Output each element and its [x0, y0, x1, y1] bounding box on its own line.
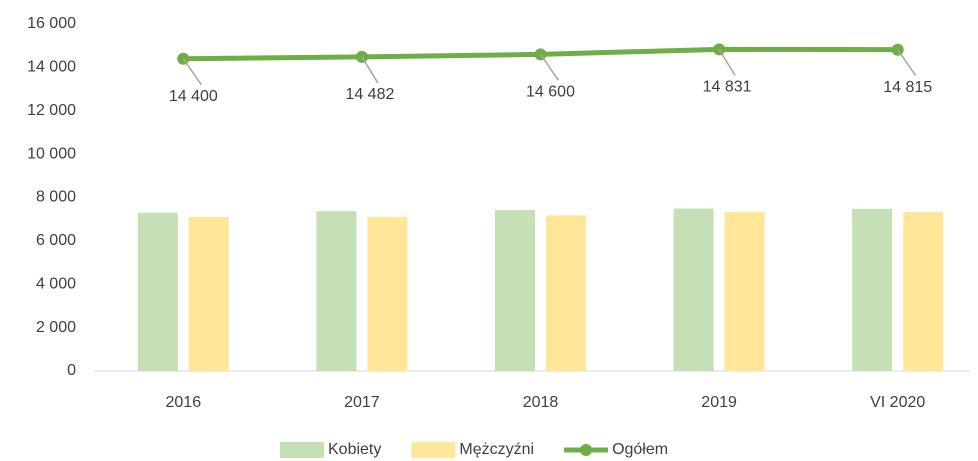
- y-tick-label: 2 000: [36, 319, 76, 336]
- y-tick-label: 16 000: [27, 15, 76, 32]
- bar: [137, 212, 178, 371]
- x-tick-label: 2018: [523, 394, 559, 411]
- legend-swatch: [411, 442, 456, 458]
- bar: [852, 208, 893, 371]
- y-tick-label: 4 000: [36, 275, 76, 292]
- legend-label: Ogółem: [612, 441, 668, 458]
- leader-line: [361, 56, 379, 84]
- y-tick-label: 0: [67, 362, 76, 379]
- bar: [316, 211, 357, 371]
- x-tick-label: VI 2020: [870, 394, 925, 411]
- bar: [546, 215, 586, 371]
- y-tick-label: 12 000: [27, 102, 76, 119]
- legend-swatch: [580, 444, 593, 456]
- leader-line: [718, 48, 736, 76]
- data-label: 14 482: [345, 86, 394, 103]
- y-tick-label: 10 000: [27, 145, 76, 162]
- data-label: 14 600: [526, 84, 575, 101]
- data-label: 14 831: [703, 79, 752, 96]
- data-label: 14 815: [883, 79, 932, 96]
- bar: [188, 217, 229, 371]
- bar: [367, 216, 408, 371]
- bar: [724, 211, 765, 371]
- leader-line: [897, 49, 917, 77]
- y-tick-label: 6 000: [36, 232, 76, 249]
- legend-label: Mężczyźni: [459, 441, 534, 458]
- leader-line: [182, 58, 202, 86]
- line-marker: [177, 52, 190, 65]
- x-tick-label: 2016: [166, 394, 202, 411]
- y-tick-label: 14 000: [27, 59, 76, 76]
- x-tick-label: 2017: [344, 394, 380, 411]
- bar: [673, 208, 714, 371]
- y-tick-label: 8 000: [36, 189, 76, 206]
- legend-label: Kobiety: [328, 441, 381, 458]
- legend-swatch: [280, 442, 324, 458]
- bar: [903, 211, 944, 371]
- x-tick-label: 2019: [701, 394, 737, 411]
- leader-line: [539, 53, 560, 81]
- bar: [495, 210, 535, 371]
- data-label: 14 400: [169, 88, 218, 105]
